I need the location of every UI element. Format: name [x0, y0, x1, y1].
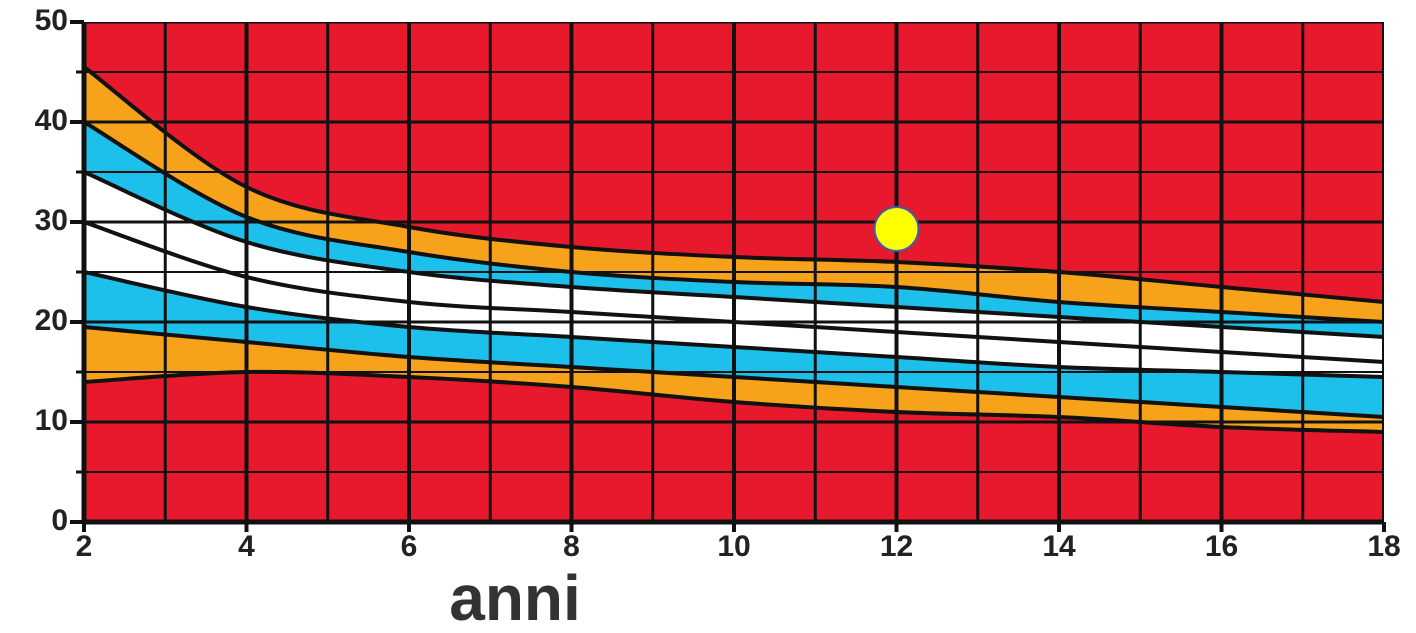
y-tick-label: 10 — [35, 404, 68, 437]
percentile-curve — [84, 220, 1384, 364]
x-tick-label: 8 — [563, 530, 580, 563]
y-tick-label: 40 — [35, 104, 68, 137]
x-tick-label: 10 — [717, 530, 750, 563]
percentile-curve — [84, 170, 1384, 339]
x-axis-label: anni — [449, 562, 581, 633]
percentile-curve — [84, 120, 1384, 324]
percentile-curve — [84, 270, 1384, 379]
y-tick-label: 50 — [35, 4, 68, 37]
x-tick-label: 12 — [880, 530, 913, 563]
x-tick-label: 14 — [1042, 530, 1076, 563]
x-tick-label: 18 — [1367, 530, 1400, 563]
y-tick-label: 20 — [35, 304, 68, 337]
plot-area — [84, 22, 1384, 522]
y-tick-label: 30 — [35, 204, 68, 237]
percentile-curve — [84, 325, 1384, 419]
x-tick-label: 16 — [1205, 530, 1238, 563]
band — [84, 172, 1384, 362]
x-tick-label: 4 — [238, 530, 255, 563]
data-point — [873, 206, 920, 252]
percentile-curve — [84, 369, 1384, 434]
x-tick-label: 2 — [76, 530, 93, 563]
percentile-curve — [84, 65, 1384, 304]
overlay: 0 10 20 30 40 50 2 4 6 8 10 12 14 16 18 — [35, 4, 1401, 563]
x-tick-label: 6 — [401, 530, 418, 563]
y-tick-label: 0 — [51, 504, 68, 537]
